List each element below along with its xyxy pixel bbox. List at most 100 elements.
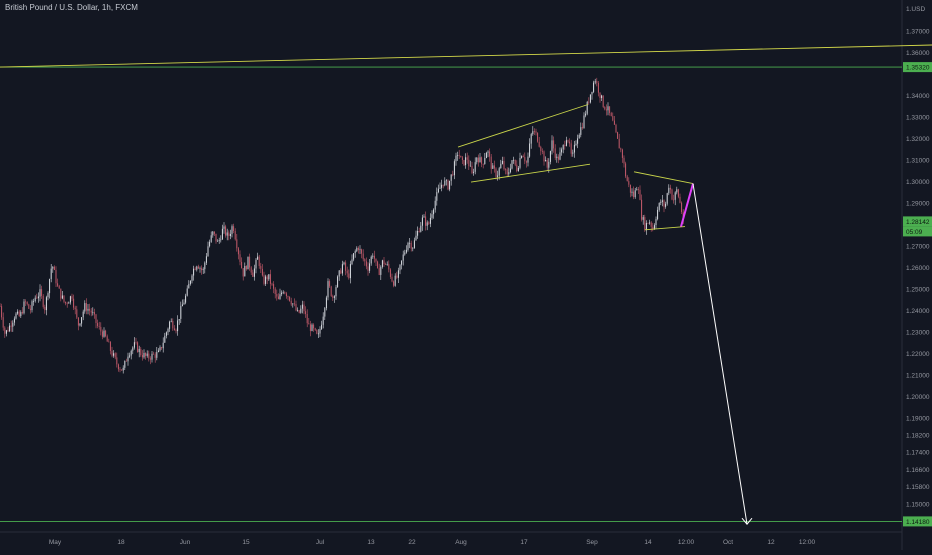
candle-body bbox=[602, 95, 604, 107]
candle-body bbox=[498, 168, 500, 176]
candle-body bbox=[298, 310, 300, 313]
candle-body bbox=[252, 272, 254, 277]
candle-body bbox=[330, 286, 332, 297]
candle-body bbox=[87, 308, 89, 311]
candle-body bbox=[439, 187, 441, 189]
candle-body bbox=[365, 261, 367, 267]
candle-body bbox=[236, 239, 238, 249]
candle-body bbox=[258, 256, 260, 266]
candle-body bbox=[471, 165, 473, 173]
candle-body bbox=[421, 217, 423, 226]
candle-body bbox=[13, 318, 15, 323]
candle-body bbox=[335, 287, 337, 297]
candle-body bbox=[442, 184, 444, 186]
candle-body bbox=[239, 254, 241, 262]
candle-body bbox=[159, 347, 161, 351]
candle-body bbox=[463, 160, 465, 166]
candle-body bbox=[429, 217, 431, 224]
candle-body bbox=[585, 113, 587, 116]
candle-body bbox=[111, 350, 113, 356]
candle-body bbox=[535, 131, 537, 133]
candle-body bbox=[674, 192, 676, 200]
candle-body bbox=[127, 356, 129, 362]
candle-body bbox=[626, 176, 628, 182]
candle-body bbox=[613, 120, 615, 125]
candle-body bbox=[669, 187, 671, 190]
candle-body bbox=[394, 275, 396, 286]
candle-body bbox=[479, 157, 481, 163]
price-tick-label: 1.24000 bbox=[906, 308, 930, 315]
candle-body bbox=[527, 156, 529, 163]
candle-body bbox=[565, 140, 567, 146]
price-tick-label: 1.27000 bbox=[906, 243, 930, 250]
candle-body bbox=[533, 131, 535, 132]
candle-body bbox=[197, 266, 199, 269]
candle-body bbox=[9, 325, 11, 332]
candle-body bbox=[39, 289, 41, 297]
candle-body bbox=[292, 303, 294, 305]
candle-body bbox=[591, 91, 593, 95]
candle-body bbox=[650, 222, 652, 227]
candle-body bbox=[519, 158, 521, 168]
projection-arrow-head bbox=[741, 517, 753, 525]
candle-body bbox=[633, 191, 635, 198]
time-axis[interactable]: May 18 Jun 15 Jul 13 22 Aug 17 Sep 14 12:00 Oct 12 12:… bbox=[49, 539, 816, 546]
candle-body bbox=[354, 251, 356, 254]
candle-body bbox=[433, 209, 435, 215]
time-tick-label: Aug bbox=[455, 539, 467, 546]
candle-body bbox=[255, 259, 257, 269]
candle-body bbox=[615, 124, 617, 133]
drawings-layer bbox=[0, 44, 932, 525]
candle-body bbox=[29, 308, 31, 311]
candle-body bbox=[437, 188, 439, 193]
candles-layer bbox=[0, 77, 684, 374]
candle-body bbox=[581, 127, 583, 129]
candle-body bbox=[2, 317, 4, 328]
time-tick-label: Oct bbox=[723, 539, 733, 546]
candle-body bbox=[508, 172, 510, 175]
candle-body bbox=[285, 293, 287, 297]
candle-body bbox=[487, 151, 489, 153]
candle-body bbox=[271, 283, 273, 285]
candle-body bbox=[85, 303, 87, 311]
candle-body bbox=[399, 264, 401, 271]
candle-body bbox=[458, 155, 460, 156]
candle-body bbox=[530, 134, 532, 144]
candle-body bbox=[644, 217, 646, 231]
candle-body bbox=[173, 328, 175, 331]
candle-body bbox=[649, 222, 651, 224]
candle-body bbox=[18, 311, 20, 317]
candle-body bbox=[655, 219, 657, 225]
candle-body bbox=[149, 358, 151, 360]
candle-body bbox=[98, 326, 100, 327]
candle-body bbox=[36, 297, 38, 299]
candle-body bbox=[169, 321, 171, 329]
candle-body bbox=[229, 234, 231, 236]
candle-body bbox=[261, 268, 263, 276]
price-tick-label: 1.26000 bbox=[906, 265, 930, 272]
candle-body bbox=[538, 141, 540, 147]
candle-body bbox=[567, 140, 569, 142]
candle-body bbox=[447, 180, 449, 190]
candle-body bbox=[540, 146, 542, 152]
candle-body bbox=[164, 335, 166, 343]
candle-body bbox=[599, 92, 601, 98]
candle-body bbox=[501, 161, 503, 164]
candle-body bbox=[317, 333, 319, 335]
candle-body bbox=[671, 189, 673, 200]
candle-body bbox=[404, 252, 406, 255]
candle-body bbox=[445, 180, 447, 182]
price-tick-label: 1.33000 bbox=[906, 114, 930, 121]
candle-body bbox=[12, 322, 14, 327]
candle-body bbox=[274, 288, 276, 294]
candle-body bbox=[569, 141, 571, 144]
candle-body bbox=[162, 342, 164, 349]
candle-body bbox=[161, 347, 163, 349]
candle-body bbox=[202, 269, 204, 270]
candle-body bbox=[306, 314, 308, 324]
candle-body bbox=[474, 162, 476, 172]
candle-body bbox=[156, 352, 158, 358]
price-tick-label: 1.34000 bbox=[906, 93, 930, 100]
